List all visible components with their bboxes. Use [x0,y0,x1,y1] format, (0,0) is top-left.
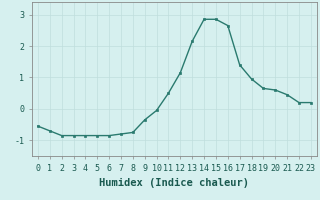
X-axis label: Humidex (Indice chaleur): Humidex (Indice chaleur) [100,178,249,188]
